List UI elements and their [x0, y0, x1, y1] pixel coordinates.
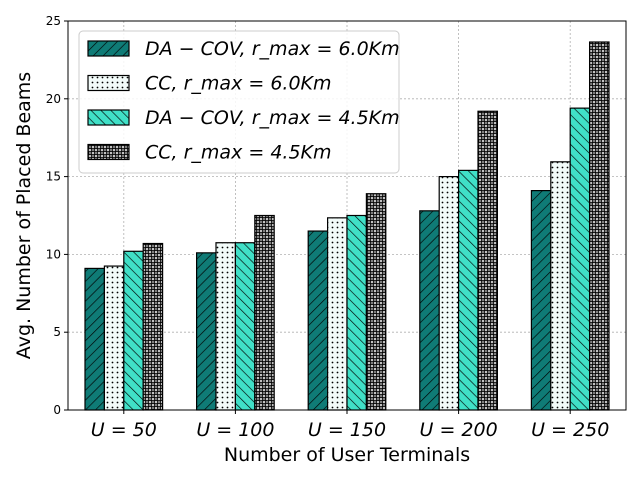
bar-hatch: [123, 250, 144, 411]
x-tick-label: U = 200: [420, 419, 498, 441]
legend-swatch-hatch: [87, 74, 130, 92]
legend-swatch-hatch: [87, 143, 130, 161]
bar-hatch: [477, 110, 498, 411]
legend-box: [78, 30, 400, 174]
bar-hatch: [84, 267, 105, 411]
y-tick-label: 0: [53, 403, 61, 417]
y-tick-label: 5: [53, 325, 61, 339]
bar-hatch: [234, 242, 256, 411]
legend: DA − COV, r_max = 6.0Km CC, r_max = 6.0Km…: [78, 30, 400, 174]
bar-hatch: [530, 190, 552, 411]
y-tick-label: 20: [46, 92, 61, 106]
bar-hatch: [569, 107, 591, 411]
bar-hatch: [103, 265, 125, 411]
y-axis-label: Avg. Number of Placed Beams: [13, 72, 35, 359]
legend-swatch-hatch: [87, 109, 130, 126]
axis-ticks: 0 5 10 15 20 25 U = 50 U = 100 U = 150 U = 200 U =…: [46, 14, 610, 441]
x-tick-label: U = 250: [531, 419, 609, 441]
bars: [84, 41, 610, 411]
bar-hatch: [419, 210, 440, 411]
bar-hatch: [307, 230, 329, 411]
bar-hatch: [215, 242, 236, 411]
bar-hatch: [142, 242, 164, 411]
x-tick-label: U = 100: [196, 419, 274, 441]
bar-hatch: [588, 41, 610, 411]
y-tick-label: 25: [46, 14, 61, 28]
legend-label: DA − COV, r_max = 6.0Km: [145, 38, 400, 60]
legend-swatch-hatch: [87, 40, 130, 57]
bar-hatch: [458, 169, 479, 411]
legend-label: CC, r_max = 6.0Km: [145, 73, 332, 95]
x-axis-label: Number of User Terminals: [224, 444, 470, 466]
y-tick-label: 10: [46, 247, 61, 261]
legend-label: DA − COV, r_max = 4.5Km: [145, 107, 400, 129]
bar-hatch: [254, 214, 275, 411]
legend-label: CC, r_max = 4.5Km: [145, 142, 332, 164]
bar-hatch: [327, 217, 348, 411]
bar-hatch: [346, 214, 367, 411]
x-tick-label: U = 150: [308, 419, 386, 441]
bar-hatch: [438, 176, 460, 411]
y-tick-label: 15: [46, 170, 61, 184]
bar-hatch: [550, 161, 571, 411]
bar-hatch: [365, 193, 387, 411]
x-tick-label: U = 50: [91, 419, 157, 441]
bar-hatch: [196, 252, 217, 411]
